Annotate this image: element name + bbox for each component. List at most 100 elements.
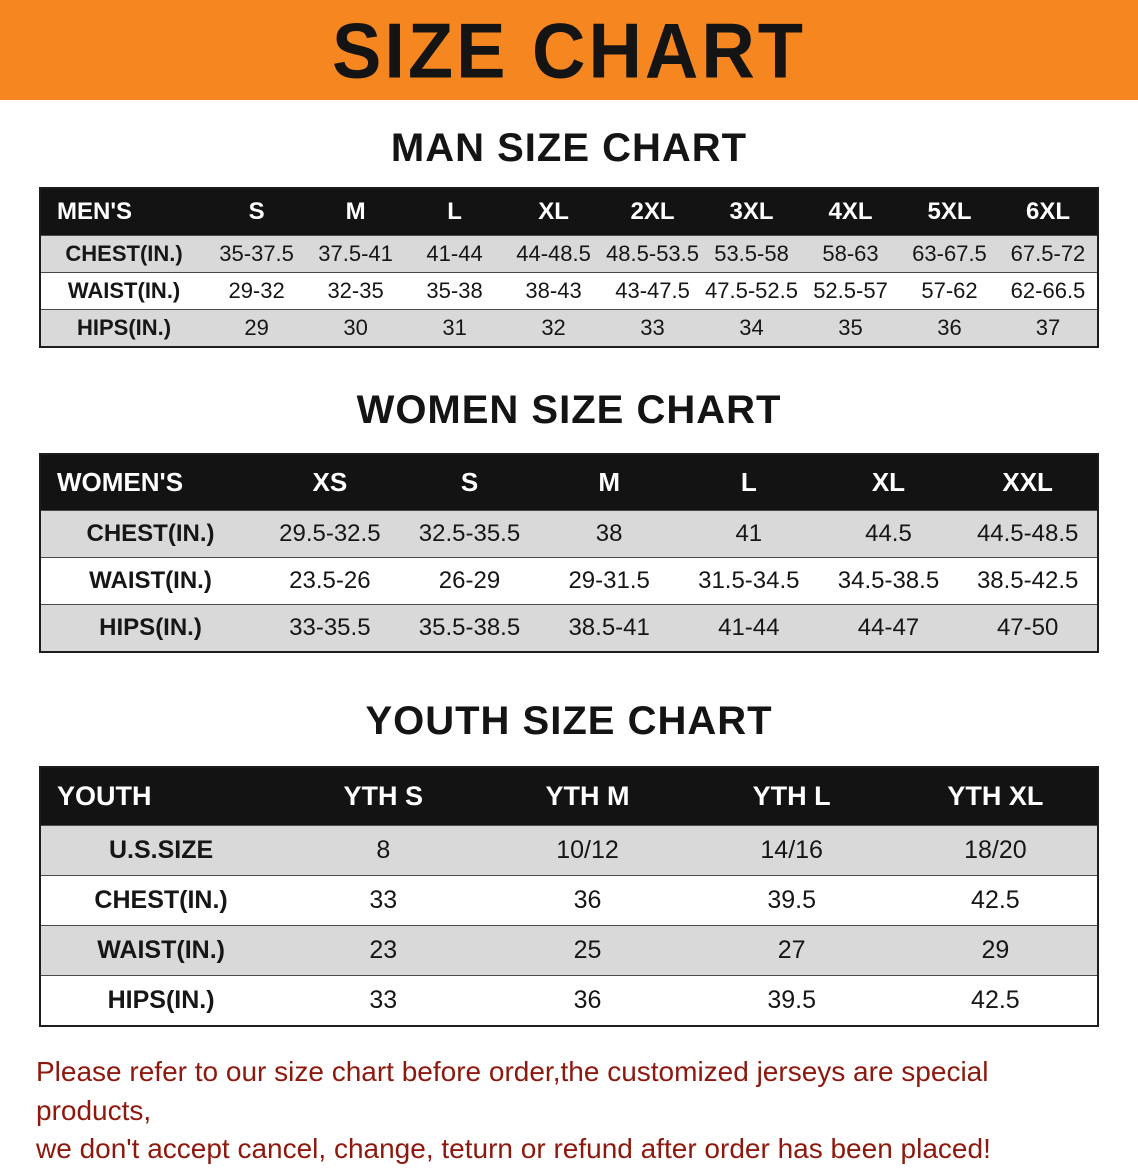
measurement-value-cell: 47.5-52.5 (702, 272, 802, 310)
measurement-value-cell: 25 (485, 925, 690, 976)
measurement-value-cell: 31 (405, 309, 505, 347)
measurement-value-cell: 67.5-72 (998, 235, 1098, 273)
measurement-value-cell: 27 (689, 925, 894, 976)
measurement-value-cell: 53.5-58 (702, 235, 802, 273)
size-column-header: XL (504, 188, 604, 236)
table-row: HIPS(IN.) 29 30 31 32 33 34 35 36 37 (40, 309, 1098, 347)
measurement-value-cell: 29 (207, 309, 307, 347)
size-column-header: M (306, 188, 406, 236)
table-title-cell: WOMEN'S (40, 454, 261, 511)
measurement-value-cell: 29.5-32.5 (260, 510, 400, 558)
measurement-value-cell: 44.5-48.5 (958, 510, 1098, 558)
table-row: WAIST(IN.) 23 25 27 29 (40, 925, 1098, 976)
measurement-value-cell: 32 (504, 309, 604, 347)
measurement-value-cell: 44.5 (818, 510, 959, 558)
size-column-header: YTH M (485, 767, 690, 826)
table-row: CHEST(IN.) 29.5-32.5 32.5-35.5 38 41 44.5 44.5… (40, 510, 1098, 558)
measurement-value-cell: 33 (281, 875, 486, 926)
measurement-label-cell: CHEST(IN.) (40, 875, 282, 926)
measurement-value-cell: 48.5-53.5 (603, 235, 703, 273)
footer-note: Please refer to our size chart before or… (36, 1053, 1102, 1169)
table-title-cell: YOUTH (40, 767, 282, 826)
size-chart-banner: SIZE CHART (0, 0, 1138, 100)
women-section-heading: WOMEN SIZE CHART (356, 388, 782, 432)
measurement-value-cell: 23.5-26 (260, 557, 400, 605)
size-column-header: 2XL (603, 188, 703, 236)
measurement-value-cell: 38.5-42.5 (958, 557, 1098, 605)
size-column-header: S (399, 454, 540, 511)
measurement-value-cell: 33 (281, 975, 486, 1026)
table-row: HIPS(IN.) 33 36 39.5 42.5 (40, 975, 1098, 1026)
table-row: CHEST(IN.) 35-37.5 37.5-41 41-44 44-48.5 48.5… (40, 235, 1098, 273)
size-column-header: 3XL (702, 188, 802, 236)
measurement-value-cell: 63-67.5 (900, 235, 999, 273)
measurement-value-cell: 10/12 (485, 825, 690, 876)
measurement-value-cell: 52.5-57 (801, 272, 900, 310)
measurement-value-cell: 32.5-35.5 (399, 510, 540, 558)
table-row: HIPS(IN.) 33-35.5 35.5-38.5 38.5-41 41-44 44-… (40, 604, 1098, 652)
measurement-label-cell: HIPS(IN.) (40, 309, 208, 347)
table-header-row: MEN'S S M L XL 2XL 3XL 4XL 5XL 6XL (40, 188, 1098, 236)
measurement-value-cell: 38-43 (504, 272, 604, 310)
size-column-header: YTH S (281, 767, 486, 826)
measurement-value-cell: 62-66.5 (998, 272, 1098, 310)
youth-size-table: YOUTH YTH S YTH M YTH L YTH XL U.S.SIZE 8 10/12… (39, 766, 1099, 1027)
table-row: WAIST(IN.) 29-32 32-35 35-38 38-43 43-47.5 47.… (40, 272, 1098, 310)
measurement-value-cell: 44-47 (818, 604, 959, 652)
measurement-value-cell: 36 (485, 875, 690, 926)
measurement-value-cell: 30 (306, 309, 406, 347)
table-header-row: YOUTH YTH S YTH M YTH L YTH XL (40, 767, 1098, 826)
measurement-label-cell: HIPS(IN.) (40, 975, 282, 1026)
size-column-header: YTH XL (893, 767, 1098, 826)
measurement-label-cell: WAIST(IN.) (40, 557, 261, 605)
measurement-label-cell: CHEST(IN.) (40, 510, 261, 558)
measurement-value-cell: 31.5-34.5 (678, 557, 819, 605)
size-column-header: L (678, 454, 819, 511)
youth-size-section: YOUTH SIZE CHART YOUTH YTH S YTH M YTH L YTH… (0, 699, 1138, 1027)
measurement-value-cell: 29-32 (207, 272, 307, 310)
measurement-value-cell: 34.5-38.5 (818, 557, 959, 605)
men-size-table: MEN'S S M L XL 2XL 3XL 4XL 5XL 6XL CHEST(IN.) 35-37… (39, 187, 1099, 348)
measurement-value-cell: 29 (893, 925, 1098, 976)
measurement-value-cell: 37.5-41 (306, 235, 406, 273)
measurement-label-cell: U.S.SIZE (40, 825, 282, 876)
footer-note-line2: we don't accept cancel, change, teturn o… (36, 1133, 991, 1165)
women-size-section: WOMEN SIZE CHART WOMEN'S XS S M L XL XXL CHEST(… (0, 388, 1138, 653)
size-column-header: XXL (958, 454, 1098, 511)
women-size-table: WOMEN'S XS S M L XL XXL CHEST(IN.) 29.5-32.5 32.5… (39, 453, 1099, 653)
measurement-value-cell: 47-50 (958, 604, 1098, 652)
size-column-header: YTH L (689, 767, 894, 826)
measurement-value-cell: 41-44 (678, 604, 819, 652)
measurement-label-cell: HIPS(IN.) (40, 604, 261, 652)
measurement-value-cell: 38.5-41 (539, 604, 679, 652)
measurement-label-cell: WAIST(IN.) (40, 272, 208, 310)
size-column-header: L (405, 188, 505, 236)
measurement-value-cell: 43-47.5 (603, 272, 703, 310)
measurement-value-cell: 42.5 (893, 875, 1098, 926)
size-column-header: XL (818, 454, 959, 511)
measurement-value-cell: 35-37.5 (207, 235, 307, 273)
measurement-value-cell: 35-38 (405, 272, 505, 310)
measurement-value-cell: 38 (539, 510, 679, 558)
footer-note-line1: Please refer to our size chart before or… (36, 1056, 989, 1126)
youth-section-heading: YOUTH SIZE CHART (365, 699, 773, 743)
page-title: SIZE CHART (332, 6, 806, 94)
measurement-value-cell: 33-35.5 (260, 604, 400, 652)
measurement-label-cell: CHEST(IN.) (40, 235, 208, 273)
size-column-header: 6XL (998, 188, 1098, 236)
measurement-value-cell: 34 (702, 309, 802, 347)
measurement-value-cell: 58-63 (801, 235, 900, 273)
size-column-header: S (207, 188, 307, 236)
table-title-cell: MEN'S (40, 188, 208, 236)
measurement-value-cell: 33 (603, 309, 703, 347)
measurement-value-cell: 14/16 (689, 825, 894, 876)
table-row: WAIST(IN.) 23.5-26 26-29 29-31.5 31.5-34.5 34… (40, 557, 1098, 605)
size-column-header: 5XL (900, 188, 999, 236)
table-row: U.S.SIZE 8 10/12 14/16 18/20 (40, 825, 1098, 876)
measurement-value-cell: 8 (281, 825, 486, 876)
measurement-value-cell: 35 (801, 309, 900, 347)
table-header-row: WOMEN'S XS S M L XL XXL (40, 454, 1098, 511)
men-size-section: MAN SIZE CHART MEN'S S M L XL 2XL 3XL 4XL 5XL 6XL… (0, 126, 1138, 348)
measurement-value-cell: 26-29 (399, 557, 540, 605)
measurement-value-cell: 42.5 (893, 975, 1098, 1026)
